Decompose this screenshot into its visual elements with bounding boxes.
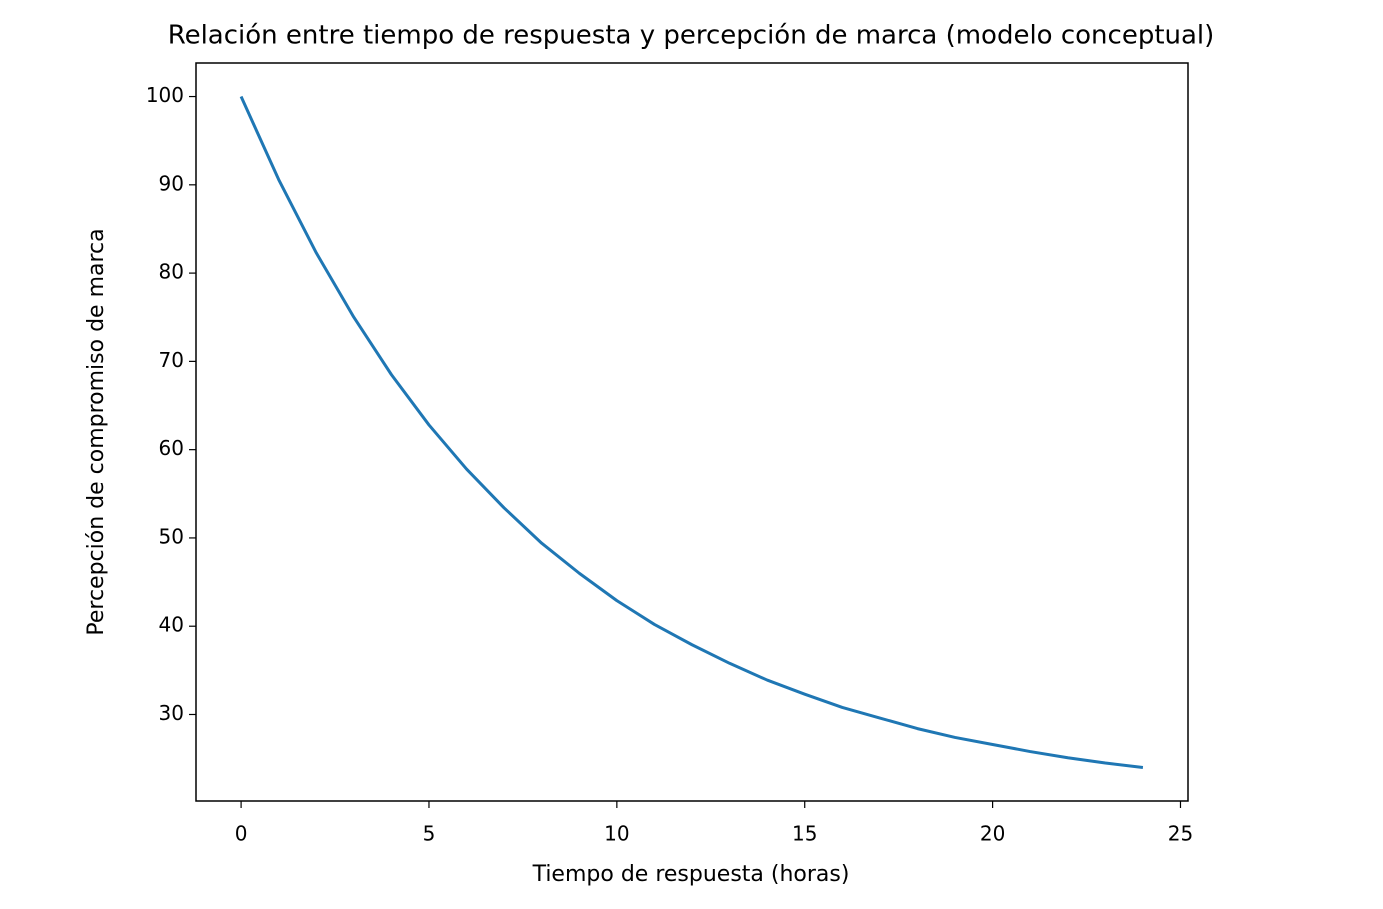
- x-tick-label: 0: [235, 822, 248, 846]
- x-tick-label: 15: [792, 822, 817, 846]
- line-series: [239, 95, 1144, 769]
- x-tick-label: 25: [1168, 822, 1193, 846]
- x-tick-label: 5: [423, 822, 436, 846]
- x-axis-label: Tiempo de respuesta (horas): [532, 862, 850, 887]
- y-axis-label: Percepción de compromiso de marca: [84, 228, 109, 635]
- x-tick-label: 20: [980, 822, 1005, 846]
- plot-frame: [195, 62, 1189, 802]
- y-tick-label: 40: [159, 613, 184, 637]
- y-tick-label: 60: [159, 436, 184, 460]
- chart-title: Relación entre tiempo de respuesta y per…: [168, 21, 1215, 51]
- y-tick-label: 50: [159, 524, 184, 548]
- y-tick-label: 90: [159, 171, 184, 195]
- y-tick-label: 100: [146, 83, 184, 107]
- y-tick-label: 80: [159, 260, 184, 284]
- x-tick-label: 10: [604, 822, 629, 846]
- y-tick-label: 30: [159, 701, 184, 725]
- y-tick-label: 70: [159, 348, 184, 372]
